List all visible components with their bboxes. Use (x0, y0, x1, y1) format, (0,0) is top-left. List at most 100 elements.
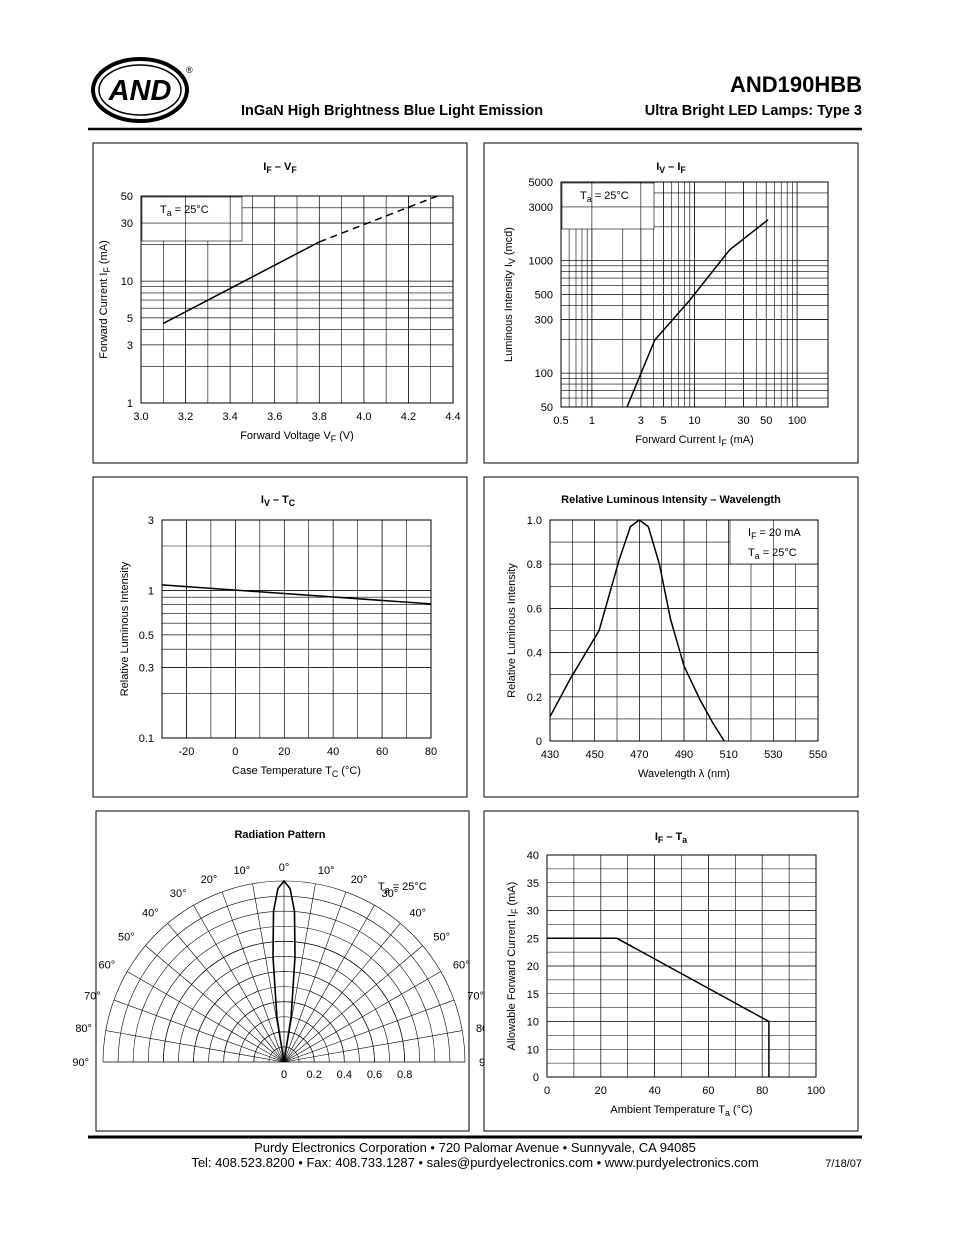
x-axis-label-part: C (332, 769, 339, 779)
angle-tick-label: 70° (467, 990, 484, 1002)
plot-area (162, 520, 431, 738)
y-tick-label: 0.2 (527, 692, 542, 704)
r-tick-label: 0.4 (337, 1069, 352, 1081)
angle-tick-label: 10° (233, 865, 250, 877)
chart-title-part: F (658, 835, 664, 845)
r-tick-label: 0.8 (397, 1069, 412, 1081)
x-axis-label-part: F (721, 438, 727, 448)
polar-grid-ray (283, 945, 423, 1063)
x-tick-label: 3.4 (222, 411, 237, 423)
x-tick-label: 450 (585, 749, 603, 761)
data-line (549, 519, 725, 742)
chart-title: IV – IF (656, 161, 686, 175)
annotation-part: I (748, 527, 751, 539)
angle-tick-label: 40° (142, 908, 159, 920)
x-tick-label: 470 (630, 749, 648, 761)
x-tick-label: 490 (675, 749, 693, 761)
angle-tick-label: 30° (382, 888, 399, 900)
chart-frame (95, 810, 470, 1132)
angle-tick-label: 80° (75, 1023, 92, 1035)
x-tick-label: 4.0 (356, 411, 371, 423)
annotation-part: = 25°C (172, 204, 209, 216)
x-tick-label: 5 (661, 415, 667, 427)
plot-border (140, 195, 454, 404)
r-tick-label: 0.2 (307, 1069, 322, 1081)
x-tick-label: 1 (589, 415, 595, 427)
annotation-part: a (167, 208, 172, 218)
angle-tick-label: 60° (98, 960, 115, 972)
polar-grid-ray (221, 891, 285, 1063)
angle-tick-label: 50° (118, 932, 135, 944)
y-axis-label-part: Allowable Forward Current I (506, 914, 518, 1050)
annotation-part: T (378, 881, 385, 893)
polar-grid-ray (113, 999, 285, 1063)
registered-mark: ® (186, 65, 193, 75)
x-axis-label: Forward Voltage VF (V) (240, 430, 354, 444)
y-tick-label: 0.1 (139, 733, 154, 745)
data-line (547, 937, 770, 1077)
r-tick-label: 0 (281, 1069, 287, 1081)
y-tick-label: 0.3 (139, 663, 154, 675)
x-axis-label-part: Forward Current I (635, 434, 721, 446)
y-tick-label: 1000 (529, 256, 553, 268)
annotation-part: a (587, 194, 592, 204)
x-axis-label-part: Case Temperature T (232, 765, 332, 777)
chart-title-part: I (655, 831, 658, 843)
y-tick-label: 5 (127, 313, 133, 325)
plot-border (560, 181, 829, 408)
chart-title-part: I (656, 161, 659, 173)
x-tick-label: 0 (544, 1085, 550, 1097)
chart-title-part: a (682, 835, 687, 845)
polar-grid-ray (167, 923, 285, 1063)
y-tick-label: 500 (535, 290, 553, 302)
x-tick-label: 100 (788, 415, 806, 427)
plot-border (549, 519, 819, 742)
x-tick-label: 510 (719, 749, 737, 761)
y-tick-label: 15 (527, 989, 539, 1001)
annotation-part: = 20 mA (756, 527, 801, 539)
annotation-box (729, 519, 819, 565)
chart-title-part: – T (663, 831, 682, 843)
angle-tick-label: 20° (351, 874, 368, 886)
chart-title-part: – V (272, 161, 292, 173)
y-axis-label: Allowable Forward Current IF (mA) (506, 882, 520, 1051)
y-tick-label: 0.8 (527, 559, 542, 571)
x-axis-label: Forward Current IF (mA) (635, 434, 753, 448)
x-tick-label: 3.0 (133, 411, 148, 423)
data-line (161, 584, 432, 605)
chart-title-part: F (680, 165, 686, 175)
y-tick-label: 0.6 (527, 603, 542, 615)
x-tick-label: 60 (702, 1085, 714, 1097)
angle-tick-label: 40° (409, 908, 426, 920)
x-axis-label-part: (°C) (730, 1104, 753, 1116)
x-tick-label: -20 (179, 746, 195, 758)
y-tick-label: 10 (121, 276, 133, 288)
angle-tick-label: 10° (318, 865, 335, 877)
y-axis-label-part: (mA) (506, 882, 518, 909)
y-axis-label-part: Luminous Intensity I (503, 264, 515, 362)
x-tick-label: 80 (756, 1085, 768, 1097)
annotation: Ta = 25°C (378, 881, 427, 895)
x-axis-label-part: (V) (336, 430, 354, 442)
y-tick-label: 3000 (529, 202, 553, 214)
annotation-part: = 25°C (592, 190, 629, 202)
y-tick-label: 0.5 (139, 630, 154, 642)
subtitle-left: InGaN High Brightness Blue Light Emissio… (241, 103, 543, 119)
chart-title-part: F (266, 165, 272, 175)
x-axis-label: Wavelength λ (nm) (638, 768, 730, 780)
y-axis-label: Relative Luminous Intensity (506, 563, 518, 698)
angle-tick-label: 30° (170, 888, 187, 900)
angle-tick-label: 90° (72, 1057, 89, 1069)
x-axis-label-part: Ambient Temperature T (610, 1104, 725, 1116)
chart-title: Radiation Pattern (234, 829, 325, 841)
y-axis-label-part: Forward Current I (98, 273, 110, 359)
polar-grid-ray (283, 923, 401, 1063)
footer-line: Tel: 408.523.8200 • Fax: 408.733.1287 • … (191, 1155, 758, 1170)
x-axis-label-part: a (725, 1108, 730, 1118)
y-tick-label: 50 (541, 402, 553, 414)
annotation-part: a (755, 551, 760, 561)
x-tick-label: 10 (688, 415, 700, 427)
angle-tick-label: 0° (279, 862, 290, 874)
y-tick-label: 1.0 (527, 515, 542, 527)
